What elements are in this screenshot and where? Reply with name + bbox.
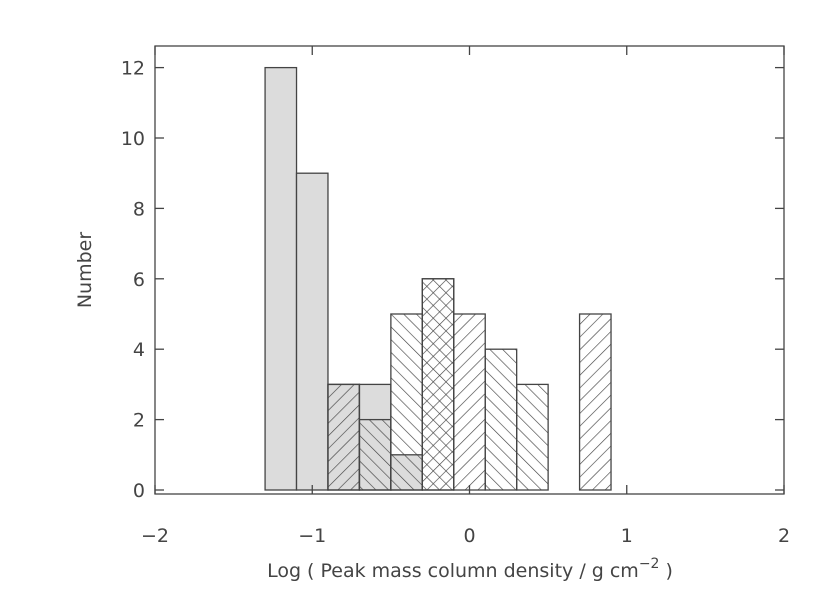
histogram-bar-hatch-forward-3 bbox=[578, 313, 612, 491]
histogram-bar-hatch-forward-2 bbox=[453, 313, 486, 491]
y-tick-label: 0 bbox=[133, 480, 145, 502]
x-axis-label-suffix: ) bbox=[659, 560, 672, 582]
x-axis-label: Log ( Peak mass column density / g cm−2 … bbox=[267, 556, 673, 582]
histogram-bar-gray-filled-1 bbox=[295, 172, 329, 491]
x-tick-label: −1 bbox=[298, 525, 326, 547]
x-axis-label-superscript: −2 bbox=[639, 556, 660, 572]
y-tick-label: 8 bbox=[133, 198, 145, 220]
histogram-bar-hatch-back-0 bbox=[358, 418, 392, 491]
y-tick-label: 4 bbox=[133, 339, 145, 361]
histogram-bar-hatch-back-4 bbox=[516, 383, 549, 491]
histogram-bar-gray-filled-0 bbox=[264, 66, 298, 491]
x-tick-label: 0 bbox=[463, 525, 475, 547]
y-tick-label: 12 bbox=[121, 58, 145, 80]
y-axis-label: Number bbox=[74, 232, 96, 309]
y-tick-label: 10 bbox=[121, 128, 145, 150]
bars-layer bbox=[264, 66, 612, 491]
y-tick-label: 2 bbox=[133, 410, 145, 432]
x-tick-label: 2 bbox=[778, 525, 790, 547]
x-tick-label: 1 bbox=[621, 525, 633, 547]
x-tick-label: −2 bbox=[141, 525, 169, 547]
y-tick-label: 6 bbox=[133, 269, 145, 291]
histogram-bar-hatch-back-2 bbox=[421, 278, 455, 491]
histogram-bar-hatch-back-1 bbox=[390, 313, 423, 491]
histogram-bar-hatch-forward-0 bbox=[327, 383, 361, 491]
histogram-bar-hatch-back-3 bbox=[484, 348, 518, 491]
